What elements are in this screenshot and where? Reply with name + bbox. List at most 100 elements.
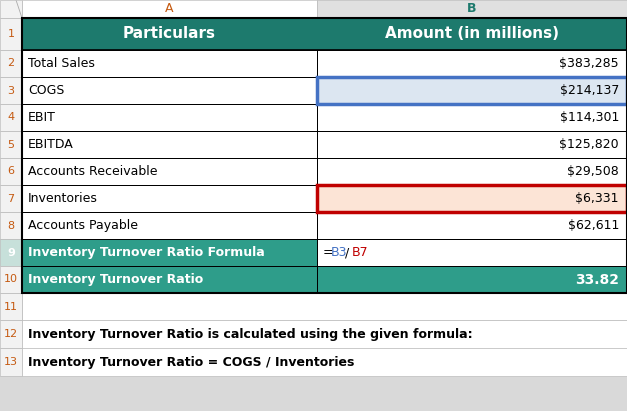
- Text: COGS: COGS: [28, 84, 65, 97]
- Bar: [22, 239, 317, 266]
- Text: 1: 1: [8, 29, 14, 39]
- Bar: [317, 239, 627, 266]
- Bar: [22, 158, 317, 185]
- Bar: [22, 212, 317, 239]
- Text: 7: 7: [8, 194, 14, 203]
- Bar: [22, 131, 317, 158]
- Text: Inventory Turnover Ratio: Inventory Turnover Ratio: [28, 273, 203, 286]
- Bar: [22, 0, 317, 18]
- Bar: [0, 158, 22, 185]
- Bar: [317, 0, 627, 18]
- Bar: [0, 104, 22, 131]
- Bar: [317, 18, 627, 50]
- Bar: [22, 185, 317, 212]
- Bar: [317, 266, 627, 293]
- Bar: [317, 158, 627, 185]
- Text: B7: B7: [352, 246, 369, 259]
- Text: 11: 11: [4, 302, 18, 312]
- Bar: [0, 348, 22, 376]
- Bar: [0, 212, 22, 239]
- Text: Amount (in millions): Amount (in millions): [385, 26, 559, 42]
- Text: 8: 8: [8, 220, 14, 231]
- Bar: [22, 77, 317, 104]
- Bar: [22, 50, 317, 77]
- Bar: [0, 104, 22, 131]
- Text: Inventory Turnover Ratio is calculated using the given formula:: Inventory Turnover Ratio is calculated u…: [28, 328, 473, 340]
- Text: $114,301: $114,301: [560, 111, 619, 124]
- Text: EBITDA: EBITDA: [28, 138, 74, 151]
- Bar: [317, 77, 627, 104]
- Bar: [22, 293, 627, 320]
- Bar: [317, 185, 627, 212]
- Bar: [22, 158, 317, 185]
- Bar: [317, 185, 627, 212]
- Bar: [22, 104, 317, 131]
- Bar: [22, 185, 317, 212]
- Text: $62,611: $62,611: [567, 219, 619, 232]
- Text: Total Sales: Total Sales: [28, 57, 95, 70]
- Text: Particulars: Particulars: [123, 26, 216, 42]
- Text: 9: 9: [7, 247, 15, 258]
- Text: 3: 3: [8, 85, 14, 95]
- Bar: [0, 50, 22, 77]
- Bar: [22, 131, 317, 158]
- Bar: [22, 348, 627, 376]
- Text: Accounts Receivable: Accounts Receivable: [28, 165, 157, 178]
- Bar: [317, 0, 627, 18]
- Bar: [0, 0, 22, 18]
- Bar: [22, 18, 627, 293]
- Bar: [22, 348, 627, 376]
- Bar: [0, 50, 22, 77]
- Bar: [317, 212, 627, 239]
- Text: 10: 10: [4, 275, 18, 284]
- Text: 4: 4: [8, 113, 14, 122]
- Bar: [317, 50, 627, 77]
- Text: 33.82: 33.82: [575, 272, 619, 286]
- Bar: [0, 0, 22, 18]
- Bar: [0, 185, 22, 212]
- Bar: [317, 77, 627, 104]
- Bar: [317, 212, 627, 239]
- Bar: [22, 18, 317, 50]
- Text: Accounts Payable: Accounts Payable: [28, 219, 138, 232]
- Text: EBIT: EBIT: [28, 111, 56, 124]
- Bar: [317, 131, 627, 158]
- Bar: [0, 266, 22, 293]
- Bar: [22, 18, 627, 50]
- Bar: [317, 131, 627, 158]
- Bar: [0, 293, 22, 320]
- Text: $29,508: $29,508: [567, 165, 619, 178]
- Text: B: B: [467, 2, 477, 16]
- Bar: [317, 104, 627, 131]
- Bar: [317, 266, 627, 293]
- Bar: [22, 104, 317, 131]
- Bar: [0, 131, 22, 158]
- Bar: [22, 0, 317, 18]
- Bar: [0, 185, 22, 212]
- Bar: [22, 77, 317, 104]
- Text: =: =: [323, 246, 334, 259]
- Bar: [22, 320, 627, 348]
- Bar: [0, 266, 22, 293]
- Bar: [0, 239, 22, 266]
- Text: 2: 2: [8, 58, 14, 69]
- Bar: [317, 77, 627, 104]
- Text: 13: 13: [4, 357, 18, 367]
- Bar: [22, 212, 317, 239]
- Bar: [22, 239, 317, 266]
- Bar: [0, 376, 627, 411]
- Bar: [317, 185, 627, 212]
- Bar: [317, 104, 627, 131]
- Text: $125,820: $125,820: [559, 138, 619, 151]
- Bar: [317, 50, 627, 77]
- Text: $383,285: $383,285: [559, 57, 619, 70]
- Bar: [0, 320, 22, 348]
- Text: $6,331: $6,331: [576, 192, 619, 205]
- Text: 12: 12: [4, 329, 18, 339]
- Text: Inventory Turnover Ratio Formula: Inventory Turnover Ratio Formula: [28, 246, 265, 259]
- Text: Inventory Turnover Ratio = COGS / Inventories: Inventory Turnover Ratio = COGS / Invent…: [28, 356, 354, 369]
- Bar: [0, 320, 22, 348]
- Text: A: A: [166, 2, 174, 16]
- Bar: [0, 18, 22, 50]
- Bar: [22, 50, 317, 77]
